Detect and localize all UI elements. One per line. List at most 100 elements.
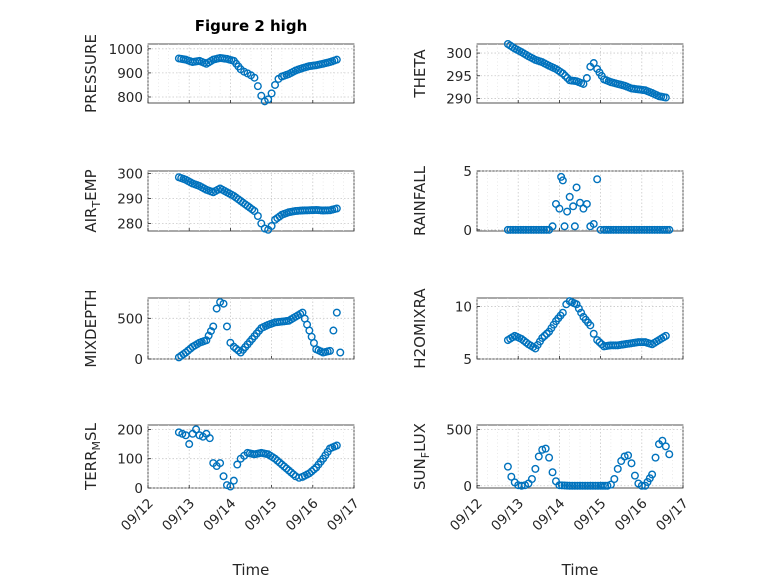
data-point [192, 425, 201, 434]
y-tick-label: 0 [134, 481, 143, 497]
data-point [540, 331, 549, 340]
y-tick-label: 100 [117, 452, 143, 468]
data-point [560, 481, 569, 490]
data-point [586, 481, 595, 490]
data-point [558, 69, 567, 78]
subplot-5: 5 10 H2OMIXRA [411, 288, 684, 369]
y-tick-label: 500 [446, 423, 472, 439]
data-point [527, 225, 536, 234]
data-point [529, 225, 538, 234]
y-tick-label: 290 [446, 91, 472, 107]
subplot-7: 09/12 09/13 09/14 09/15 09/16 09/17 0 500 SUNFLU… [411, 423, 692, 580]
y-tick-label: 1000 [109, 42, 143, 58]
data-point [560, 222, 569, 231]
data-point [516, 225, 525, 234]
data-point [209, 322, 218, 331]
data-point [576, 481, 585, 490]
data-point [541, 444, 550, 453]
data-point [637, 225, 646, 234]
data-point [612, 225, 621, 234]
data-point [586, 321, 595, 330]
subplot-3: 0 5 RAINFALL [411, 164, 684, 239]
data-point [233, 460, 242, 469]
data-point [578, 481, 587, 490]
data-point [329, 326, 338, 335]
subplot-6: 09/12 09/13 09/14 09/15 09/16 09/17 0 100 200 TER… [82, 422, 363, 579]
data-point [610, 475, 619, 484]
data-point [568, 481, 577, 490]
data-point [662, 225, 671, 234]
y-axis-label: PRESSURE [82, 34, 100, 113]
data-point [202, 336, 211, 345]
data-point [557, 481, 566, 490]
data-point [640, 225, 649, 234]
data-point [620, 452, 629, 461]
data-point [637, 481, 646, 490]
y-tick-label: 0 [463, 479, 472, 495]
data-point [267, 89, 276, 98]
x-axis-label: Time [232, 561, 270, 579]
data-point [645, 225, 654, 234]
data-point [593, 336, 602, 345]
data-point [229, 342, 238, 351]
data-point [185, 440, 194, 449]
data-point [521, 225, 530, 234]
data-point [519, 225, 528, 234]
subplot-1: 290 295 300 THETA [411, 40, 684, 107]
data-point [596, 225, 605, 234]
x-tick-label: 09/16 [612, 496, 651, 535]
data-point [573, 481, 582, 490]
data-point [219, 472, 228, 481]
data-point [572, 300, 581, 309]
data-point [630, 225, 639, 234]
data-point [665, 225, 674, 234]
data-point [332, 308, 341, 317]
y-tick-label: 900 [117, 66, 143, 82]
data-point [650, 225, 659, 234]
data-point [253, 211, 262, 220]
data-point [336, 348, 345, 357]
x-tick-label: 09/15 [571, 496, 610, 535]
data-point [642, 225, 651, 234]
data-point [205, 434, 214, 443]
data-point [661, 331, 670, 340]
y-tick-label: 0 [463, 223, 472, 239]
data-point [332, 55, 341, 64]
data-point [589, 219, 598, 228]
data-point [627, 225, 636, 234]
data-point [503, 462, 512, 471]
data-point [591, 481, 600, 490]
data-point [563, 207, 572, 216]
y-tick-label: 10 [455, 299, 472, 315]
data-point [572, 183, 581, 192]
data-point [660, 225, 669, 234]
data-point [548, 222, 557, 231]
data-point [630, 471, 639, 480]
data-point [574, 304, 583, 313]
data-point [542, 225, 551, 234]
data-point [632, 225, 641, 234]
data-point [332, 441, 341, 450]
y-axis-label: SUNFLUX [411, 423, 432, 490]
data-point [569, 202, 578, 211]
data-point [287, 468, 296, 477]
data-point [234, 346, 243, 355]
data-point [184, 346, 193, 355]
subplot-4: 0 500 MIXDEPTH [82, 289, 355, 368]
data-point [581, 481, 590, 490]
data-point [624, 451, 633, 460]
data-point [289, 470, 298, 479]
data-point [579, 79, 588, 88]
x-tick-label: 09/17 [653, 496, 692, 535]
y-tick-label: 280 [117, 217, 143, 233]
data-point [627, 459, 636, 468]
data-point [514, 225, 523, 234]
data-point [506, 225, 515, 234]
y-axis-label: TERRMSL [82, 422, 103, 491]
data-point [282, 464, 291, 473]
data-point [565, 192, 574, 201]
data-point [558, 176, 567, 185]
data-point [271, 454, 280, 463]
axes-background [476, 297, 684, 360]
